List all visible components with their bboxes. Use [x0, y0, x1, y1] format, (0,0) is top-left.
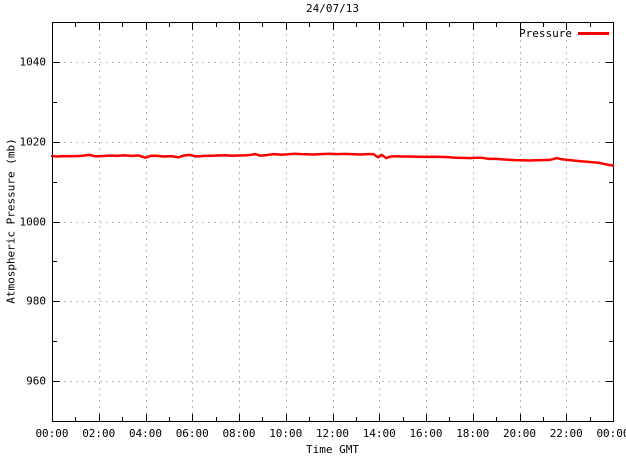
x-tick-label: 20:00 — [502, 427, 537, 440]
legend-line-sample — [578, 32, 609, 35]
x-tick-label: 06:00 — [175, 427, 209, 440]
x-tick-label: 00:00 — [35, 427, 69, 440]
y-tick-label: 1020 — [19, 135, 47, 149]
y-tick-label: 960 — [26, 374, 46, 388]
x-tick-label: 16:00 — [409, 427, 443, 440]
x-tick-label: 22:00 — [549, 427, 583, 440]
x-tick-label: 10:00 — [269, 427, 303, 440]
y-tick-labels: 960 980 1000 1020 1040 — [0, 0, 47, 459]
x-tick-label: 12:00 — [315, 427, 350, 440]
x-tick-label: 08:00 — [222, 427, 256, 440]
y-tick-label: 1040 — [19, 55, 47, 69]
legend: Pressure — [519, 27, 609, 40]
x-tick-label: 00:00 — [596, 427, 626, 440]
x-tick-label: 04:00 — [128, 427, 163, 440]
y-tick-label: 980 — [26, 294, 46, 308]
x-axis-label: Time GMT — [306, 443, 359, 456]
x-tick-labels: 00:00 02:00 04:00 06:00 08:00 10:00 12:00 14:00… — [0, 427, 626, 441]
y-tick-label: 1000 — [19, 215, 47, 228]
x-tick-label: 14:00 — [362, 427, 396, 440]
x-tick-label: 02:00 — [82, 427, 116, 440]
x-tick-label: 18:00 — [456, 427, 490, 440]
legend-label-pressure: Pressure — [519, 27, 572, 40]
chart-title: 24/07/13 — [306, 2, 359, 15]
